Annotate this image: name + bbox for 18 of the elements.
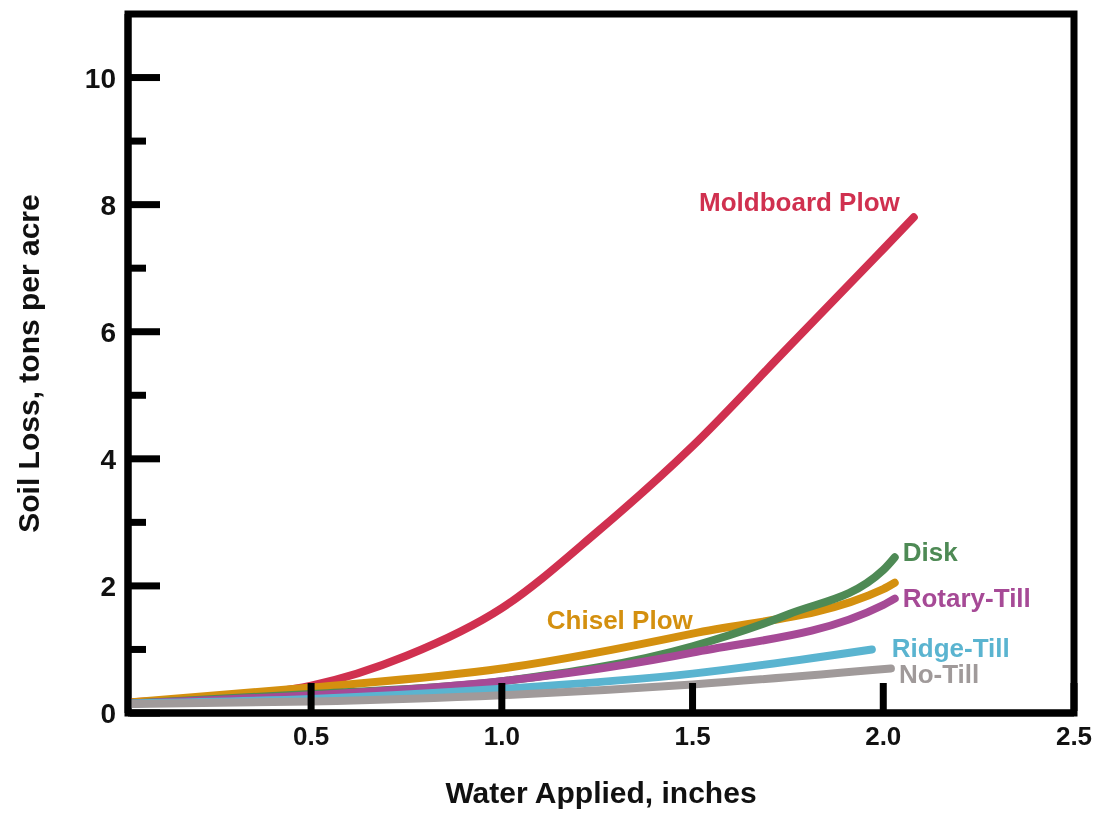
series-label: Disk [902, 537, 959, 568]
x-tick-label: 2.0 [865, 721, 902, 751]
x-tick-label: 1.0 [483, 721, 520, 751]
x-axis-title: Water Applied, inches [445, 776, 757, 809]
y-tick-label: 8 [100, 189, 116, 221]
series-label: Rotary-Till [902, 582, 1031, 613]
y-tick-label: 0 [100, 698, 116, 729]
y-axis-title: Soil Loss, tons per acre [11, 194, 45, 533]
x-tick-label: 0.5 [293, 721, 330, 751]
series-label: Chisel Plow [546, 604, 694, 635]
y-tick-label: 10 [84, 62, 116, 94]
series-label: Ridge-Till [891, 633, 1010, 664]
y-tick-label: 4 [100, 443, 117, 475]
x-tick-label: 2.5 [1055, 721, 1093, 751]
series-label: Moldboard Plow [699, 187, 901, 218]
x-tick-label: 1.5 [674, 721, 711, 751]
y-tick-label: 6 [100, 316, 116, 348]
y-tick-label: 2 [100, 570, 116, 602]
